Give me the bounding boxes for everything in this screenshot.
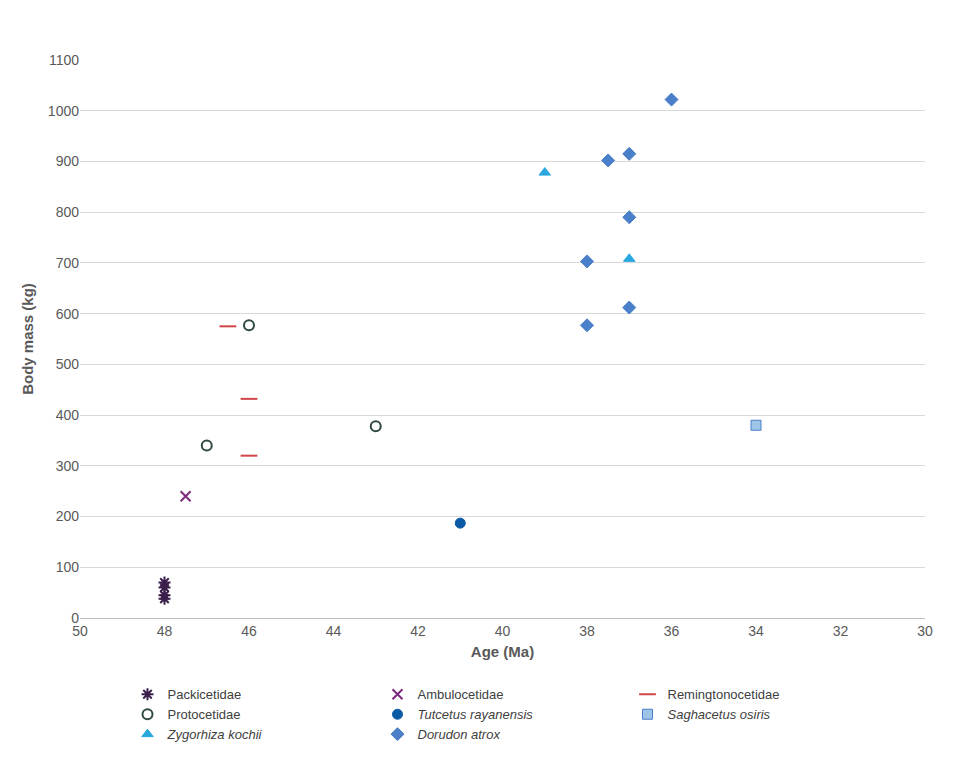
- svg-text:800: 800: [56, 204, 80, 220]
- svg-text:46: 46: [241, 623, 257, 639]
- svg-text:900: 900: [56, 153, 80, 169]
- svg-text:34: 34: [748, 623, 764, 639]
- svg-text:Saghacetus osiris: Saghacetus osiris: [668, 707, 771, 722]
- svg-text:Tutcetus rayanensis: Tutcetus rayanensis: [418, 707, 534, 722]
- svg-text:36: 36: [664, 623, 680, 639]
- svg-text:0: 0: [71, 610, 79, 626]
- svg-text:1000: 1000: [48, 103, 79, 119]
- svg-text:Body mass (kg): Body mass (kg): [19, 283, 36, 395]
- svg-text:1100: 1100: [49, 52, 79, 68]
- svg-text:Ambulocetidae: Ambulocetidae: [418, 687, 504, 702]
- svg-text:Protocetidae: Protocetidae: [168, 707, 241, 722]
- svg-text:40: 40: [495, 623, 511, 639]
- svg-text:100: 100: [56, 559, 80, 575]
- svg-text:Dorudon atrox: Dorudon atrox: [418, 727, 501, 742]
- svg-text:Zygorhiza kochii: Zygorhiza kochii: [167, 727, 263, 742]
- svg-text:Remingtonocetidae: Remingtonocetidae: [668, 687, 780, 702]
- svg-text:42: 42: [410, 623, 426, 639]
- svg-text:700: 700: [56, 255, 80, 271]
- svg-text:44: 44: [326, 623, 342, 639]
- svg-text:30: 30: [917, 623, 933, 639]
- svg-text:38: 38: [579, 623, 595, 639]
- svg-text:32: 32: [833, 623, 849, 639]
- svg-text:200: 200: [56, 508, 80, 524]
- svg-text:50: 50: [72, 623, 88, 639]
- svg-text:Age (Ma): Age (Ma): [471, 643, 534, 660]
- svg-text:400: 400: [56, 407, 80, 423]
- svg-text:500: 500: [56, 356, 80, 372]
- svg-text:600: 600: [56, 306, 80, 322]
- svg-text:Packicetidae: Packicetidae: [168, 687, 242, 702]
- svg-text:48: 48: [157, 623, 173, 639]
- svg-text:300: 300: [56, 458, 80, 474]
